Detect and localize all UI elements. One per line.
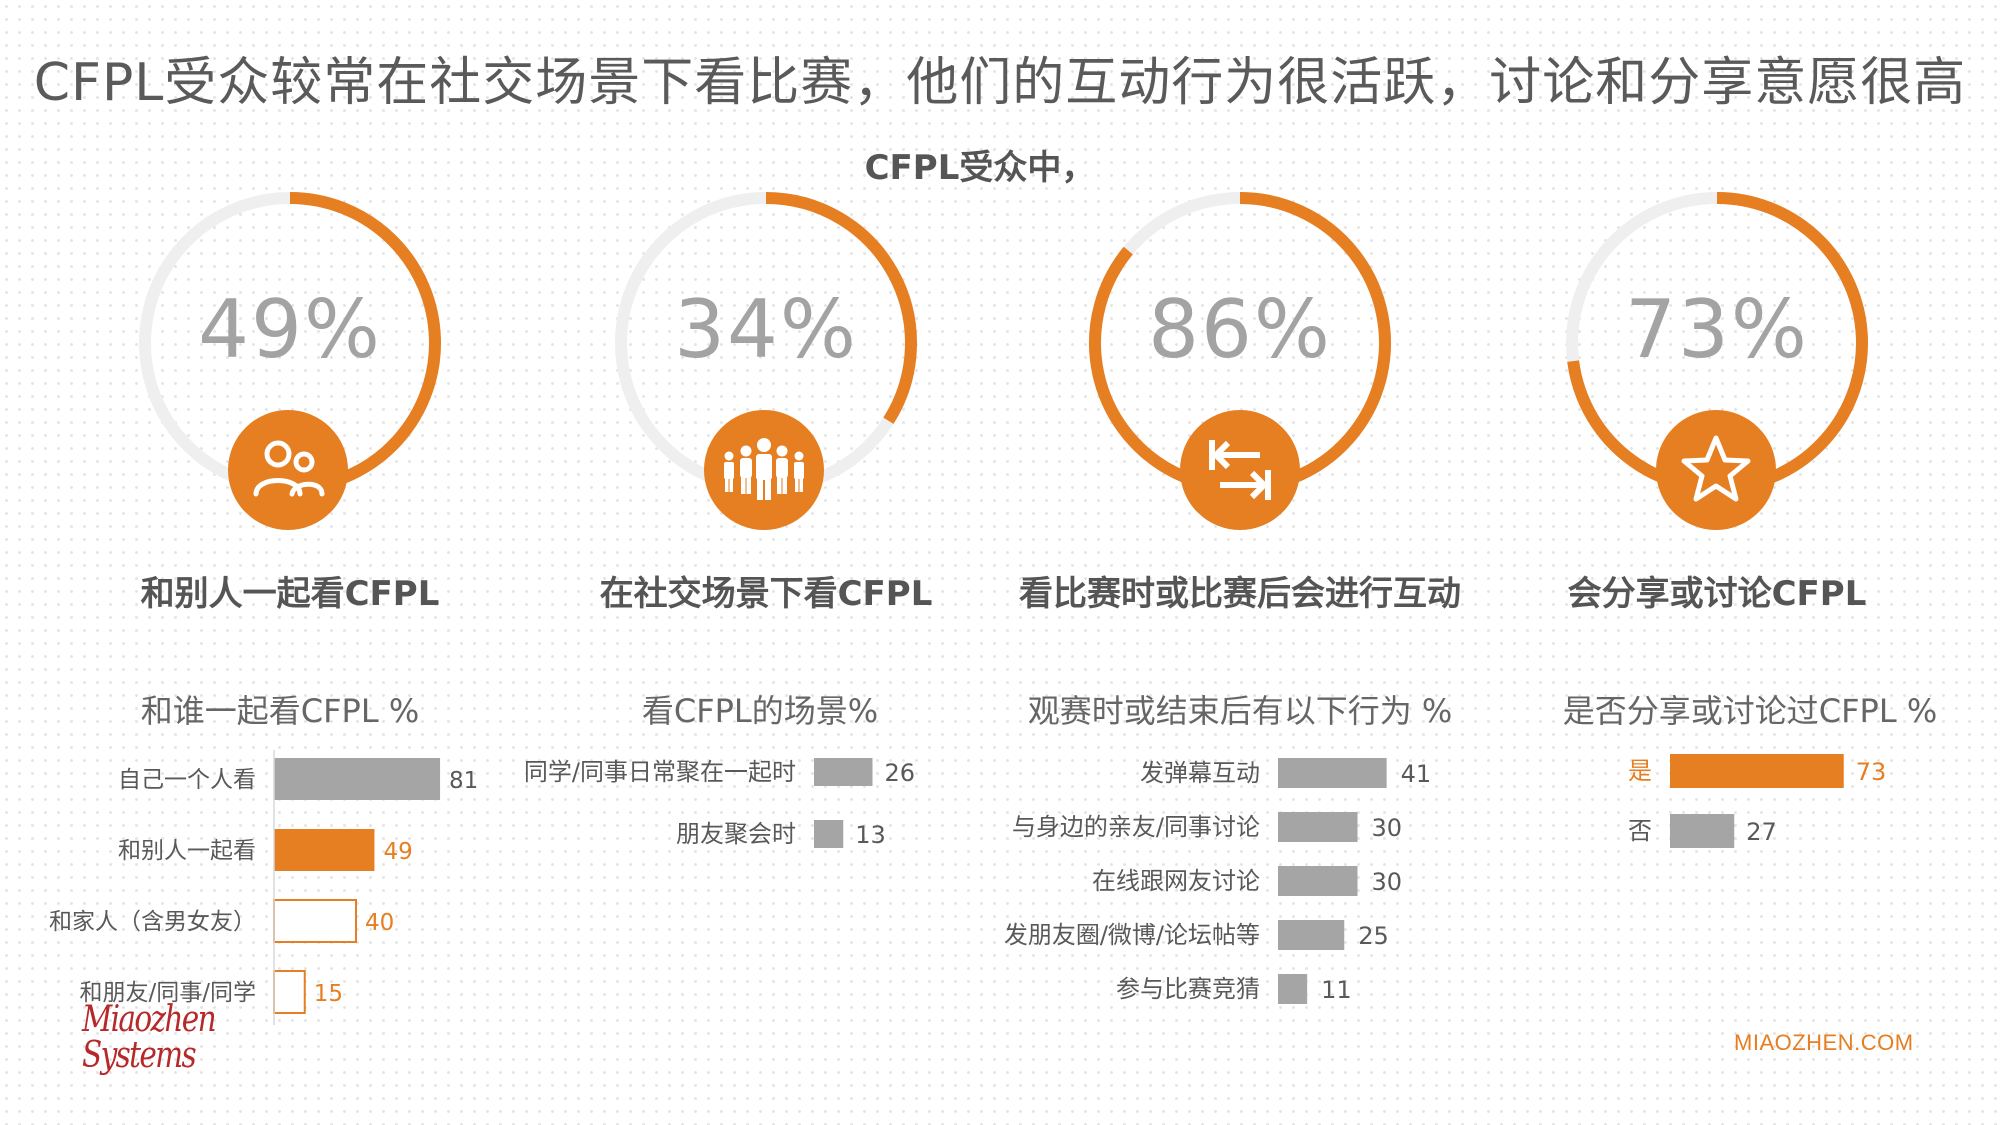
bar — [274, 829, 375, 871]
ring-progress-arc — [765, 192, 917, 424]
ring-progress-arc — [1567, 192, 1868, 494]
bar-value-label: 11 — [1321, 976, 1352, 1004]
bar — [1278, 812, 1358, 842]
bar-value-label: 81 — [449, 768, 478, 794]
bar-category-label: 和别人一起看 — [118, 838, 256, 864]
bar-category-label: 发朋友圈/微博/论坛帖等 — [1004, 921, 1260, 949]
bar — [1670, 814, 1735, 848]
bar-category-label: 在线跟网友讨论 — [1092, 867, 1260, 895]
stat-caption: 看比赛时或比赛后会进行互动 — [1019, 574, 1461, 614]
company-logo: Miaozhen Systems — [82, 999, 217, 1076]
bar — [1278, 866, 1358, 896]
people-icon — [228, 410, 348, 530]
stat-percent: 86% — [1148, 283, 1332, 376]
stat-caption: 会分享或讨论CFPL — [1567, 574, 1867, 614]
stat-caption: 和别人一起看CFPL — [140, 574, 440, 614]
bar-value-label: 15 — [314, 981, 343, 1007]
bar-chart-watch-with: 自己一个人看 81 和别人一起看 49 和家人（含男女友） 40 和朋友/同事/同学 15 — [49, 750, 478, 1025]
ring-progress-arc — [1089, 192, 1391, 494]
bar-chart-behaviors: 发弹幕互动 41 与身边的亲友/同事讨论 30 在线跟网友讨论 30 发朋友圈/微博/论坛帖… — [1004, 758, 1431, 1004]
bar-category-label: 发弹幕互动 — [1140, 759, 1260, 787]
group-icon — [704, 410, 824, 530]
bar-value-label: 26 — [885, 759, 916, 787]
stat-percent: 34% — [674, 283, 858, 376]
bar-category-label: 否 — [1628, 817, 1652, 845]
bar-category-label: 与身边的亲友/同事讨论 — [1012, 813, 1260, 841]
bar-value-label: 30 — [1372, 814, 1403, 842]
bar — [814, 820, 844, 848]
bar-category-label: 同学/同事日常聚在一起时 — [524, 758, 796, 786]
star-icon — [1656, 410, 1776, 530]
stat-percent: 49% — [198, 283, 382, 376]
page-title: CFPL受众较常在社交场景下看比赛，他们的互动行为很活跃，讨论和分享意愿很高 — [33, 53, 1967, 113]
bar-chart-share: 是 73 否 27 — [1628, 754, 1887, 848]
bar-category-label: 自己一个人看 — [118, 767, 256, 793]
bar-category-label: 朋友聚会时 — [676, 820, 796, 848]
bar — [1278, 920, 1345, 950]
bar-value-label: 40 — [365, 910, 394, 936]
bar-category-label: 是 — [1628, 757, 1652, 785]
bar-category-label: 参与比赛竞猜 — [1116, 975, 1260, 1003]
bar-value-label: 49 — [383, 839, 412, 865]
swap-arrows-icon — [1180, 410, 1300, 530]
bar-value-label: 25 — [1358, 922, 1389, 950]
page-subtitle: CFPL受众中， — [864, 148, 1096, 188]
bar — [274, 758, 441, 800]
bar-value-label: 30 — [1372, 868, 1403, 896]
chart-title-watch-with: 和谁一起看CFPL % — [140, 692, 420, 730]
chart-title-behaviors: 观赛时或结束后有以下行为 % — [1027, 692, 1453, 730]
chart-title-scene: 看CFPL的场景% — [641, 692, 879, 730]
bar — [1278, 758, 1387, 788]
bar-chart-scene: 同学/同事日常聚在一起时 26 朋友聚会时 13 — [524, 758, 916, 849]
chart-title-share: 是否分享或讨论过CFPL % — [1562, 692, 1938, 730]
bar — [1278, 974, 1308, 1004]
bar-value-label: 13 — [855, 821, 886, 849]
bar-value-label: 73 — [1856, 758, 1887, 786]
bar-category-label: 和朋友/同事/同学 — [80, 980, 257, 1006]
bar-category-label: 和家人（含男女友） — [49, 909, 256, 935]
bar — [814, 758, 873, 786]
bar — [273, 970, 306, 1014]
bar — [1670, 754, 1844, 788]
ring-progress-arc — [289, 192, 441, 494]
bar-value-label: 41 — [1401, 760, 1432, 788]
site-url: MIAOZHEN.COM — [1734, 1030, 1914, 1055]
bar-value-label: 27 — [1746, 818, 1777, 846]
stat-caption: 在社交场景下看CFPL — [599, 574, 933, 614]
bar — [273, 899, 357, 943]
stat-percent: 73% — [1625, 283, 1809, 376]
